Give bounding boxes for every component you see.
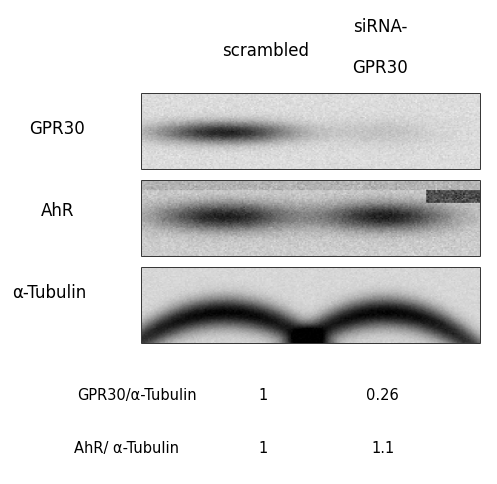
Text: 1: 1 [259, 440, 268, 455]
Text: 0.26: 0.26 [366, 387, 399, 402]
Text: GPR30: GPR30 [29, 119, 85, 137]
Text: α-Tubulin: α-Tubulin [12, 284, 87, 302]
Text: siRNA-: siRNA- [353, 17, 408, 36]
Text: AhR: AhR [40, 201, 74, 220]
Text: GPR30: GPR30 [352, 59, 408, 77]
Bar [142, 182, 480, 257]
Text: GPR30/α-Tubulin: GPR30/α-Tubulin [77, 387, 197, 402]
Bar [142, 94, 480, 169]
Text: 1: 1 [259, 387, 268, 402]
Text: AhR/ α-Tubulin: AhR/ α-Tubulin [74, 440, 178, 455]
Bar [142, 269, 480, 344]
Text: 1.1: 1.1 [371, 440, 394, 455]
Text: scrambled: scrambled [222, 42, 310, 60]
